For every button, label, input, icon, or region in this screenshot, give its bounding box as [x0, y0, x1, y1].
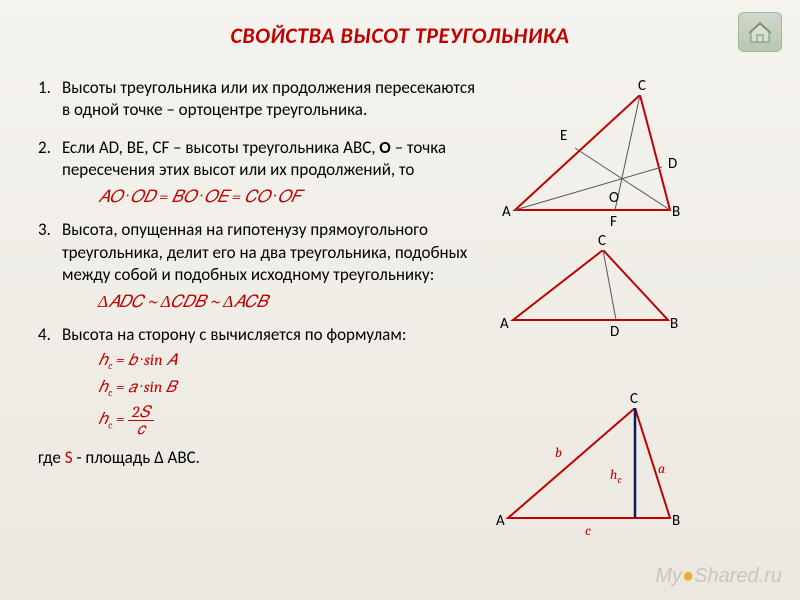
point-label: E — [560, 127, 567, 145]
vertex-label: B — [670, 315, 678, 333]
formula-hc-sina: ℎc = 𝑏 · sin 𝐴 — [98, 350, 762, 373]
side-label: c — [585, 522, 591, 539]
vertex-label: A — [500, 315, 509, 333]
item-number: 4. — [38, 324, 62, 346]
altitude-label: hc — [610, 466, 622, 486]
text-part: где — [38, 447, 65, 468]
formula-hc-sinb: ℎc = 𝑎 · sin 𝐵 — [98, 377, 762, 400]
diagram-orthocenter: A B C E D F O — [510, 95, 680, 225]
item-text: Если AD, BE, CF – высоты треугольника AB… — [62, 137, 477, 181]
home-button[interactable] — [738, 12, 782, 52]
home-icon — [747, 20, 773, 44]
vertex-label: C — [638, 77, 646, 95]
item-text: Высота, опущенная на гипотенузу прямоуго… — [62, 219, 477, 285]
vertex-label: A — [502, 203, 511, 221]
watermark-part: My — [655, 565, 682, 587]
formula-rhs: = 𝑏 · sin 𝐴 — [112, 351, 176, 369]
content-area: 1. Высоты треугольника или их продолжени… — [0, 49, 800, 479]
text-bold: О — [379, 137, 391, 158]
formula-var: ℎ — [98, 351, 108, 369]
point-label: D — [668, 155, 677, 173]
text-sub: c — [617, 474, 621, 486]
item-number: 1. — [38, 77, 62, 121]
side-label: b — [555, 444, 562, 461]
diagram-right-triangle: A B C D — [508, 250, 678, 340]
point-label: F — [610, 213, 617, 231]
formula-sub: c — [108, 420, 112, 432]
watermark: My●Shared.ru — [655, 565, 782, 588]
item-number: 3. — [38, 219, 62, 285]
vertex-label: C — [630, 390, 638, 408]
item-number: 2. — [38, 137, 62, 181]
fraction-numerator: 2𝑆 — [128, 404, 154, 421]
item-text: Высоты треугольника или их продолжения п… — [62, 77, 477, 121]
fraction-denominator: 𝑐 — [128, 421, 154, 437]
page-title: Свойства высот треугольника — [0, 0, 800, 49]
formula-rhs: = 𝑎 · sin 𝐵 — [112, 378, 176, 396]
item-text: Высота на сторону с вычисляется по форму… — [62, 324, 406, 346]
text-part: - площадь Δ ABC. — [73, 447, 200, 468]
text-part: Если AD, BE, CF – высоты треугольника AB… — [62, 137, 379, 158]
formula-var: ℎ — [98, 411, 108, 429]
text-red: S — [65, 447, 73, 468]
point-label: D — [610, 323, 619, 341]
vertex-label: B — [672, 203, 680, 221]
watermark-part: Shared — [694, 565, 759, 587]
side-label: a — [658, 460, 665, 477]
point-label: O — [609, 189, 619, 207]
vertex-label: C — [598, 232, 606, 250]
diagram-altitude: A B C b a c hc — [500, 408, 680, 533]
watermark-part: .ru — [759, 565, 782, 587]
vertex-label: B — [672, 512, 680, 530]
formula-var: ℎ — [98, 378, 108, 396]
vertex-label: A — [496, 512, 505, 530]
